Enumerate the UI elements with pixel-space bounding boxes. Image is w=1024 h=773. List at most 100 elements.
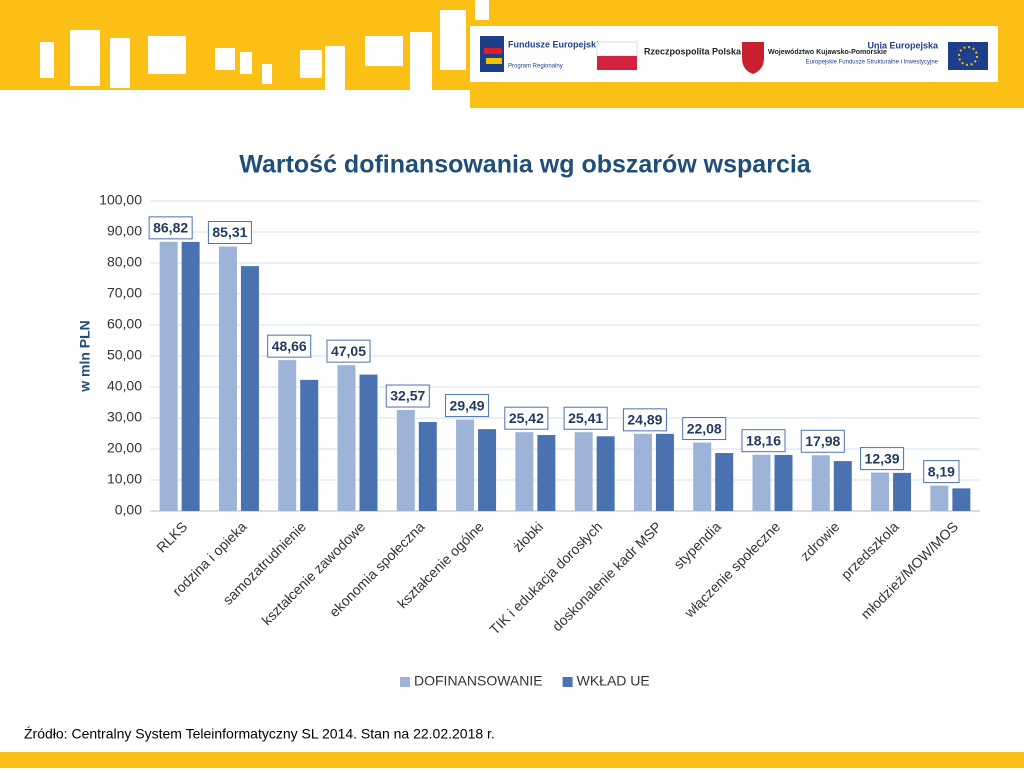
bar	[715, 453, 734, 511]
logo-text: Fundusze Europejskie	[508, 39, 604, 49]
source-note: Źródło: Centralny System Teleinformatycz…	[24, 726, 495, 742]
legend-label: DOFINANSOWANIE	[414, 673, 543, 689]
bar	[218, 246, 237, 511]
bar	[278, 360, 297, 511]
x-tick-label: żłobki	[509, 518, 546, 555]
flag-eu-stars	[958, 46, 978, 66]
legend-swatch	[400, 677, 410, 687]
x-tick-label: TIK i edukacja dorosłych	[486, 518, 605, 637]
data-label: 25,42	[509, 410, 544, 426]
bar	[871, 472, 890, 511]
data-label: 48,66	[272, 338, 307, 354]
data-label: 47,05	[331, 343, 366, 359]
data-label-box	[267, 334, 312, 358]
bar	[952, 488, 971, 511]
logo-fe	[480, 36, 504, 72]
y-tick-label: 80,00	[107, 254, 142, 270]
x-tick-label: kształcenie zawodowe	[258, 518, 368, 628]
bar	[337, 365, 356, 511]
data-label: 17,98	[805, 433, 840, 449]
y-tick-label: 10,00	[107, 471, 142, 487]
data-label-box	[445, 394, 490, 418]
x-tick-label: RLKS	[153, 518, 190, 555]
bar	[893, 472, 912, 511]
y-tick-label: 100,00	[99, 192, 142, 208]
bar	[655, 433, 674, 511]
data-label: 32,57	[390, 388, 425, 404]
bar	[418, 422, 437, 511]
y-tick-label: 20,00	[107, 440, 142, 456]
y-tick-label: 70,00	[107, 285, 142, 301]
bar	[181, 241, 200, 512]
data-label: 24,89	[627, 412, 662, 428]
chart-title: Wartość dofinansowania wg obszarów wspar…	[239, 151, 812, 179]
bar	[833, 461, 852, 511]
data-label: 22,08	[687, 420, 722, 436]
bar	[515, 432, 534, 511]
x-tick-label: przedszkola	[838, 518, 902, 582]
bar	[574, 432, 593, 511]
bar	[596, 436, 615, 511]
data-label-box	[741, 429, 786, 453]
data-label-box	[800, 429, 845, 453]
x-tick-label: włączenie społeczne	[680, 518, 783, 621]
logo-box	[470, 26, 998, 82]
data-label-box	[326, 339, 371, 363]
header-decoration	[0, 0, 489, 108]
bar	[811, 455, 830, 511]
data-label-box	[385, 384, 430, 408]
y-tick-label: 30,00	[107, 409, 142, 425]
data-label: 29,49	[450, 397, 485, 413]
x-tick-label: stypendia	[670, 518, 724, 572]
logo-text: Europejskie Fundusze Strukturalne i Inwe…	[806, 60, 939, 66]
data-label: 18,16	[746, 432, 781, 448]
legend-swatch	[562, 677, 573, 687]
y-tick-label: 40,00	[107, 378, 142, 394]
logo-text: Województwo Kujawsko-Pomorskie	[768, 49, 887, 56]
y-tick-label: 90,00	[107, 223, 142, 239]
bar	[774, 454, 793, 511]
data-label: 12,39	[865, 450, 900, 466]
data-label-box	[207, 221, 252, 245]
bar	[633, 433, 652, 511]
bar	[930, 485, 949, 511]
bar	[300, 379, 319, 511]
data-label: 8,19	[928, 463, 955, 479]
y-tick-label: 50,00	[107, 347, 142, 363]
data-label-box	[923, 460, 960, 484]
y-axis-label: w mln PLN	[77, 320, 93, 393]
data-label-box	[504, 406, 549, 430]
x-tick-label: zdrowie	[797, 518, 843, 564]
logo-text: Unia Europejska	[867, 40, 939, 50]
bar	[159, 241, 178, 511]
coat-of-arms	[742, 42, 764, 74]
y-tick-label: 0,00	[115, 502, 142, 518]
data-label: 86,82	[153, 220, 188, 236]
bar	[478, 429, 497, 511]
data-label-box	[148, 216, 193, 240]
plot: 0,00 10,00 20,00 30,00 40,00 50,00 60,00 70,00 8…	[99, 192, 980, 689]
flag-pl	[597, 56, 637, 70]
data-label-box	[622, 408, 667, 432]
data-label-box	[563, 406, 608, 430]
bar	[693, 442, 712, 511]
data-label: 25,41	[568, 410, 603, 426]
bar	[537, 435, 556, 511]
bar	[240, 266, 259, 511]
bar	[396, 410, 415, 511]
flag-eu	[948, 42, 988, 70]
x-tick-label: młodzież/MOW/MOS	[857, 518, 961, 622]
bar	[752, 454, 771, 511]
bar	[359, 374, 378, 511]
logo-text: Program Regionalny	[508, 64, 563, 70]
flag-pl	[596, 41, 638, 57]
legend-label: WKŁAD UE	[577, 673, 650, 689]
bar	[456, 419, 475, 511]
footer-band	[0, 752, 1024, 768]
logo-text: Rzeczpospolita Polska	[644, 46, 742, 56]
data-label: 85,31	[212, 224, 247, 240]
data-label-box	[682, 417, 727, 441]
x-tick-label: doskonalenie kadr MSP	[549, 518, 665, 634]
y-tick-label: 60,00	[107, 316, 142, 332]
